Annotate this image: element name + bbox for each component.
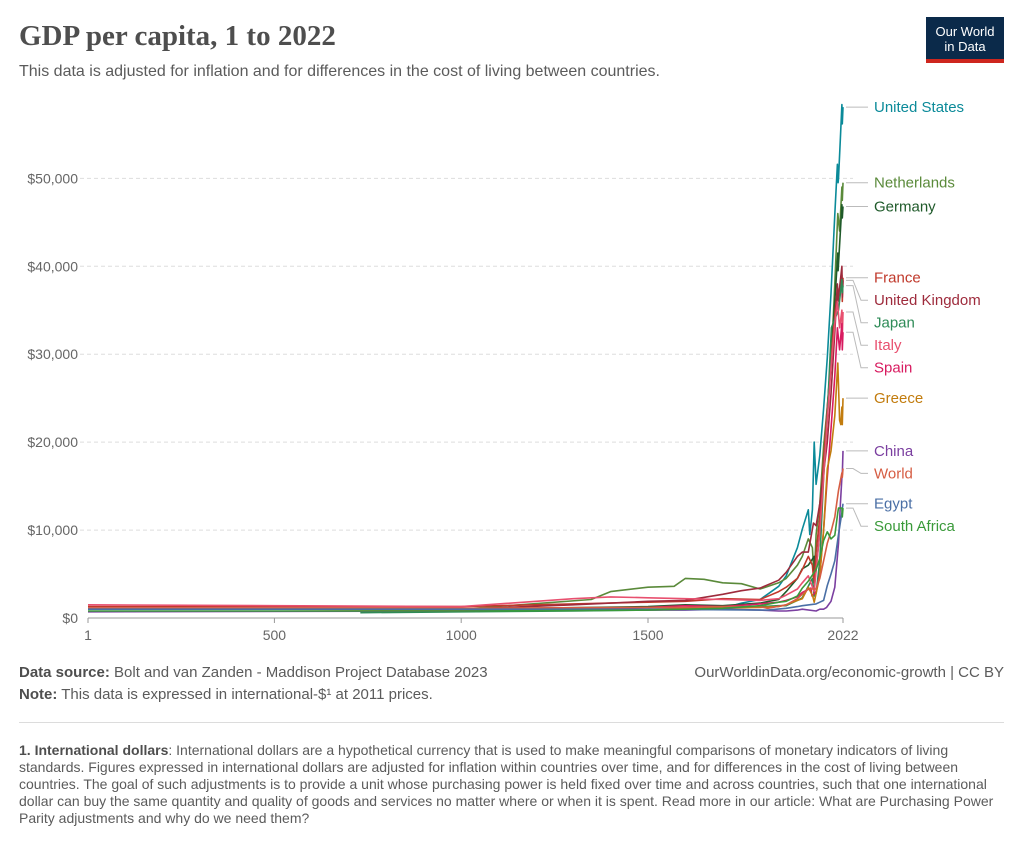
chart-subtitle: This data is adjusted for inflation and … <box>19 63 660 80</box>
y-tick-label: $0 <box>62 610 78 626</box>
series-label-germany: Germany <box>874 198 936 215</box>
series-label-china: China <box>874 443 914 460</box>
series-label-south-africa: South Africa <box>874 518 956 535</box>
series-line-japan <box>360 278 844 614</box>
series-line-france <box>88 274 844 608</box>
series-label-japan: Japan <box>874 315 915 332</box>
label-connector-japan <box>846 285 868 324</box>
series-line-united-kingdom <box>88 265 844 611</box>
footnote-label: 1. International dollars <box>19 742 169 758</box>
series-label-netherlands: Netherlands <box>874 175 955 192</box>
series-line-italy <box>87 300 844 608</box>
series-label-egypt: Egypt <box>874 496 913 513</box>
series-line-egypt <box>88 503 844 611</box>
y-tick-label: $40,000 <box>27 258 78 274</box>
logo-line-1: Our World <box>935 24 995 39</box>
label-connector-united-kingdom <box>846 279 868 301</box>
note-text: This data is expressed in international-… <box>61 686 433 703</box>
series-label-united-kingdom: United Kingdom <box>874 292 981 309</box>
grid-layer <box>80 177 853 531</box>
note: Note: This data is expressed in internat… <box>19 686 433 703</box>
label-connector-world <box>846 468 868 474</box>
data-source: Data source: Bolt and van Zanden - Maddi… <box>19 664 488 681</box>
series-line-world <box>88 468 844 610</box>
chart-title: GDP per capita, 1 to 2022 <box>19 20 336 52</box>
footnote: 1. International dollars: International … <box>19 742 1004 827</box>
note-label: Note: <box>19 686 58 703</box>
credit-link[interactable]: OurWorldinData.org/economic-growth | CC … <box>694 664 1004 681</box>
divider <box>19 722 1004 723</box>
source-text[interactable]: Bolt and van Zanden - Maddison Project D… <box>114 664 488 681</box>
x-tick-label: 2022 <box>827 627 858 643</box>
label-layer: United States Netherlands Germany France Uni… <box>846 99 981 535</box>
series-layer <box>87 103 844 614</box>
series-line-spain <box>88 322 844 611</box>
y-tick-label: $20,000 <box>27 434 78 450</box>
y-tick-label: $30,000 <box>27 346 78 362</box>
series-line-china <box>87 450 844 613</box>
series-label-united-states: United States <box>874 99 964 116</box>
owid-logo[interactable]: Our World in Data <box>926 17 1004 63</box>
series-line-greece <box>87 362 844 611</box>
x-tick-label: 1000 <box>446 627 477 643</box>
series-label-greece: Greece <box>874 390 923 407</box>
series-line-germany <box>88 203 844 611</box>
x-tick-label: 500 <box>263 627 287 643</box>
x-tick-label: 1500 <box>632 627 663 643</box>
label-connector-south-africa <box>846 507 868 527</box>
series-label-world: World <box>874 465 913 482</box>
y-tick-label: $10,000 <box>27 522 78 538</box>
series-label-france: France <box>874 270 921 287</box>
label-connector-spain <box>846 331 868 369</box>
series-line-south-africa <box>88 507 844 612</box>
series-label-spain: Spain <box>874 360 912 377</box>
y-tick-label: $50,000 <box>27 170 78 186</box>
series-line-netherlands <box>88 182 844 611</box>
footnote-text: : International dollars are a hypothetic… <box>19 742 994 826</box>
x-tick-label: 1 <box>84 627 92 643</box>
logo-line-2: in Data <box>944 39 986 54</box>
series-label-italy: Italy <box>874 337 902 354</box>
source-label: Data source: <box>19 664 110 681</box>
series-line-united-states <box>648 103 844 611</box>
label-connector-italy <box>846 311 868 346</box>
